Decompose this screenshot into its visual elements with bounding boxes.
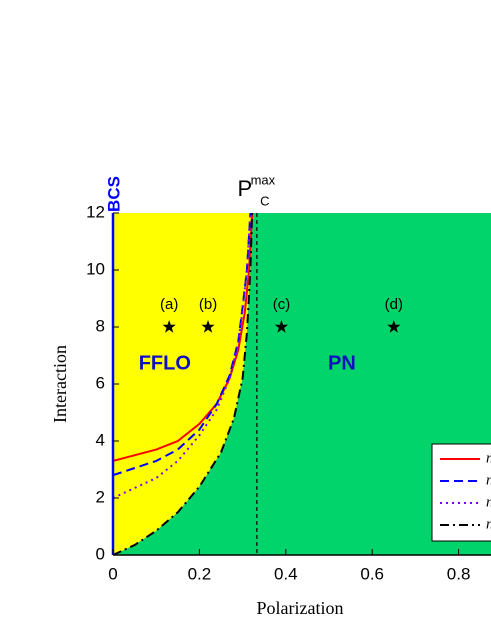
point-label: (c)	[273, 296, 291, 313]
x-tick-label: 0	[108, 564, 117, 583]
overlay: (a) (b) (c) (d) 0 0.2 0.4 0.6 0.8 0 2 4 6 8 10 12 FFLO PN…	[86, 172, 491, 583]
legend-label: n	[486, 494, 491, 510]
point-label: (b)	[199, 296, 217, 313]
region-left	[113, 213, 253, 555]
star-marker	[162, 320, 176, 333]
y-tick-label: 8	[96, 316, 105, 335]
star-marker	[387, 320, 401, 333]
x-axis-label: Polarization	[257, 598, 344, 618]
legend-label: n	[486, 450, 491, 466]
y-tick-label: 6	[96, 373, 105, 392]
x-tick-label: 0.2	[188, 564, 212, 583]
region-label: FFLO	[139, 352, 191, 374]
y-tick-label: 4	[96, 430, 105, 449]
region-label: PN	[328, 352, 356, 374]
edge-label: BCS	[104, 176, 123, 212]
y-tick-label: 10	[86, 259, 105, 278]
series-line	[113, 213, 252, 477]
ref-label: P	[238, 176, 253, 201]
star-marker	[274, 320, 289, 333]
ref-label-sup: max	[251, 172, 276, 187]
y-tick-label: 12	[86, 202, 105, 221]
star-marker	[201, 320, 215, 333]
ref-label-sub: C	[260, 193, 269, 208]
y-tick-label: 2	[96, 487, 105, 506]
x-tick-label: 0.4	[274, 564, 298, 583]
y-tick-label: 0	[96, 544, 105, 563]
series-line	[113, 213, 252, 499]
legend-label: n	[486, 516, 491, 532]
point-label: (d)	[385, 296, 403, 313]
x-tick-label: 0.6	[360, 564, 384, 583]
series-line	[113, 213, 254, 555]
point-label: (a)	[160, 296, 178, 313]
legend-label: n	[486, 472, 491, 488]
plot-area	[113, 213, 491, 555]
x-tick-label: 0.8	[447, 564, 471, 583]
y-axis-label: Interaction	[50, 345, 70, 423]
